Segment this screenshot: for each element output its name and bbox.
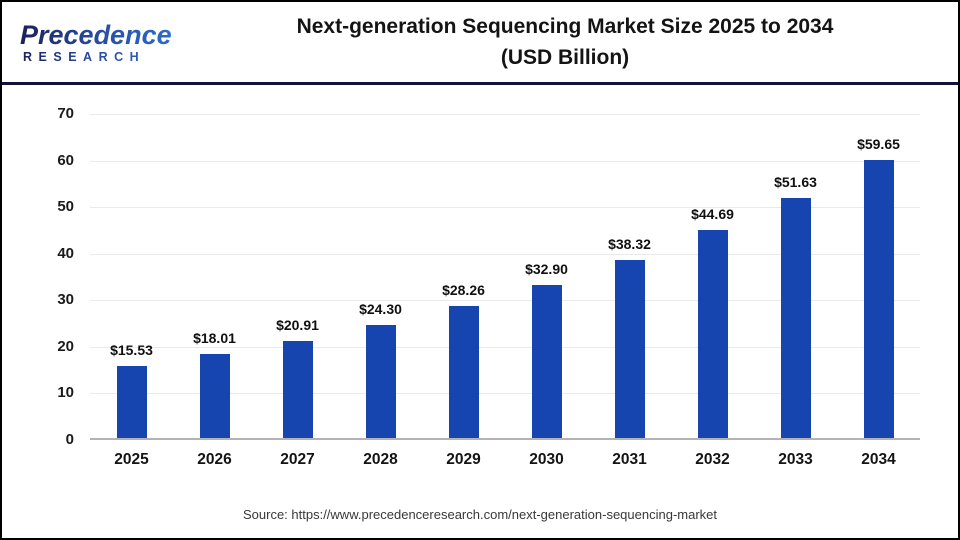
gridline [90,300,920,301]
gridline [90,254,920,255]
logo: Precedence RESEARCH [2,20,182,65]
bar-value-label: $51.63 [774,174,817,190]
title-line-2: (USD Billion) [500,46,630,69]
bar [780,198,811,438]
bar [116,366,147,438]
bar [199,354,230,438]
bar-column: $38.32 2031 [588,114,671,468]
y-tick-label: 60 [57,152,74,169]
x-tick-label: 2026 [197,451,232,468]
y-tick-label: 40 [57,245,74,262]
y-tick-label: 20 [57,338,74,355]
bar-column: $44.69 2032 [671,114,754,468]
bar [697,230,728,438]
bar-value-label: $38.32 [608,236,651,252]
bar-value-label: $59.65 [857,136,900,152]
bar-column: $20.91 2027 [256,114,339,468]
header-divider [2,82,958,85]
gridline [90,347,920,348]
gridline [90,161,920,162]
x-tick-label: 2032 [695,451,730,468]
gridline [90,114,920,115]
bar [282,341,313,438]
bar-value-label: $44.69 [691,206,734,222]
x-tick-label: 2029 [446,451,481,468]
bar-column: $51.63 2033 [754,114,837,468]
header: Precedence RESEARCH Next-generation Sequ… [2,2,958,82]
bar [448,306,479,438]
bar-value-label: $24.30 [359,301,402,317]
x-tick-label: 2030 [529,451,564,468]
x-tick-label: 2027 [280,451,315,468]
logo-wordmark: Precedence [20,20,182,50]
bar-column: $32.90 2030 [505,114,588,468]
gridline [90,393,920,394]
y-tick-label: 0 [65,431,74,448]
plot-area: $15.53 2025 $18.01 2026 $20.91 2027 $24.30 2028… [90,114,920,468]
bar-value-label: $28.26 [442,282,485,298]
bar [863,160,894,438]
y-axis: 0 10 20 30 40 50 60 70 [2,86,78,492]
bar-column: $24.30 2028 [339,114,422,468]
y-tick-label: 70 [57,105,74,122]
bars-layer: $15.53 2025 $18.01 2026 $20.91 2027 $24.30 2028… [90,114,920,468]
bar-value-label: $18.01 [193,330,236,346]
y-tick-label: 30 [57,291,74,308]
title-line-1: Next-generation Sequencing Market Size 2… [296,15,834,38]
bar [365,325,396,438]
bar-column: $18.01 2026 [173,114,256,468]
bar [531,285,562,438]
source-note: Source: https://www.precedenceresearch.c… [242,507,718,522]
x-tick-label: 2034 [861,451,896,468]
bar-column: $28.26 2029 [422,114,505,468]
x-tick-label: 2031 [612,451,647,468]
bar-column: $15.53 2025 [90,114,173,468]
y-tick-label: 10 [57,384,74,401]
gridline [90,207,920,208]
bar-chart: 0 10 20 30 40 50 60 70 $15.53 2025 $18.01 2026 $20.… [2,86,958,492]
bar [614,260,645,438]
bar-value-label: $15.53 [110,342,153,358]
bar-value-label: $20.91 [276,317,319,333]
x-tick-label: 2025 [114,451,149,468]
gridlines-layer [90,114,920,440]
page-title: Next-generation Sequencing Market Size 2… [182,11,958,73]
bar-column: $59.65 2034 [837,114,920,468]
bar-value-label: $32.90 [525,261,568,277]
x-tick-label: 2033 [778,451,813,468]
y-tick-label: 50 [57,198,74,215]
x-tick-label: 2028 [363,451,398,468]
x-axis-line [90,438,920,440]
logo-subtitle: RESEARCH [20,50,182,65]
